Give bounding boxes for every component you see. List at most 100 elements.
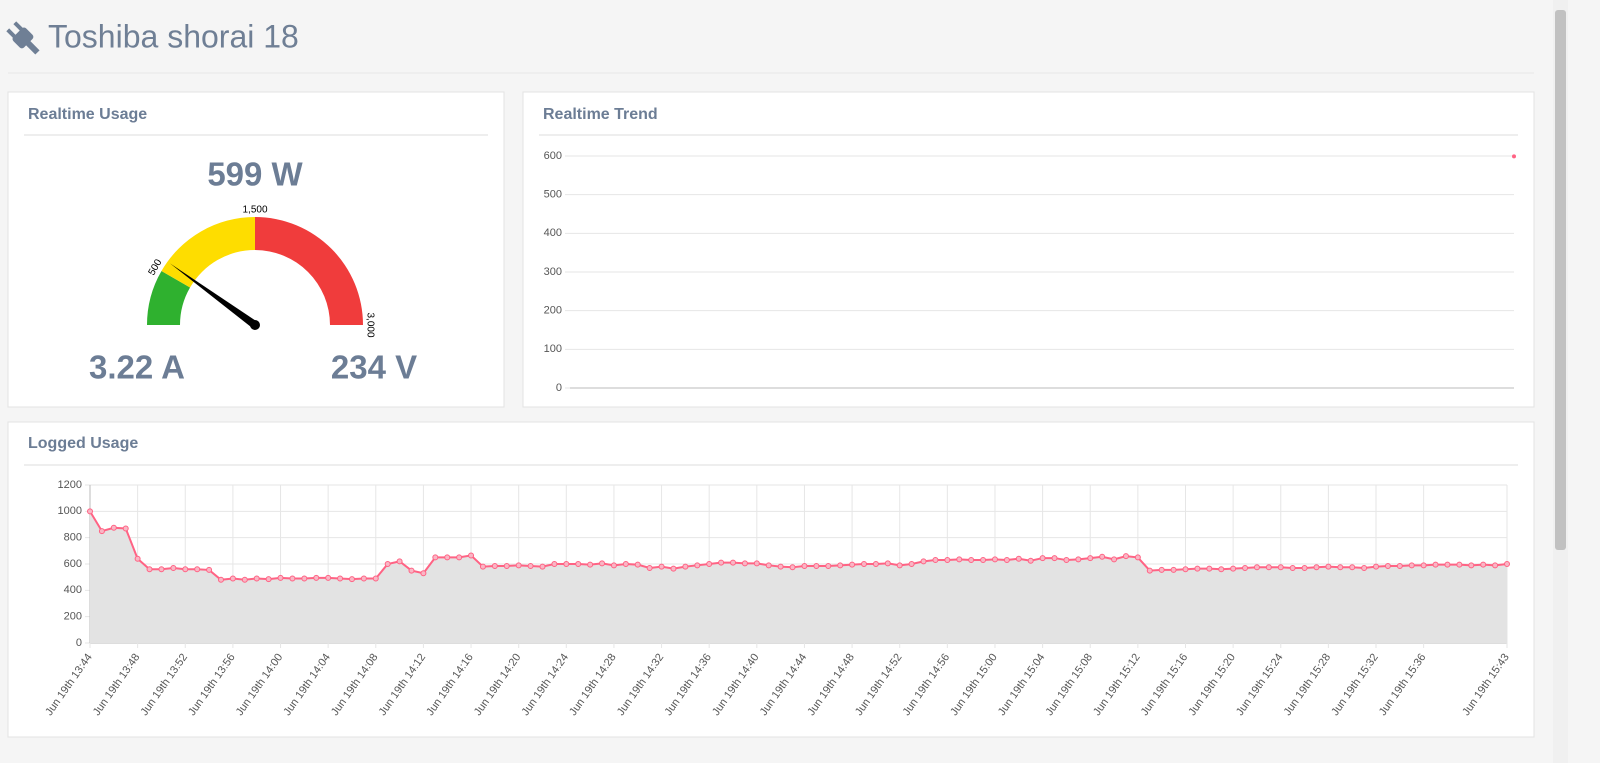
point [1146,567,1153,574]
point [1122,553,1129,560]
panel-title: Realtime Usage [28,106,147,123]
point [920,558,927,565]
point [1182,566,1189,573]
point [1265,564,1272,571]
y-tick-label: 200 [544,305,562,317]
point [1230,565,1237,572]
voltage-reading: 234 V [331,349,417,386]
point [753,560,760,567]
point [98,528,105,535]
y-tick-label: 1000 [58,505,82,517]
point [170,564,177,571]
point [360,575,367,582]
point [87,508,93,515]
point [980,557,987,564]
point [884,560,891,567]
point [122,525,129,532]
panel-title: Realtime Trend [543,106,658,123]
y-tick-label: 200 [64,611,82,623]
point [849,561,856,568]
gauge-tick-label: 1,500 [242,205,267,216]
point [1468,562,1475,569]
point [610,562,617,569]
point [694,562,701,569]
point [1408,562,1415,569]
y-tick-label: 300 [544,266,562,278]
point [372,575,379,582]
point [1003,557,1010,564]
y-tick-label: 400 [64,584,82,596]
point [1242,564,1249,571]
point [479,563,486,570]
point [1027,557,1034,564]
point [158,566,165,573]
y-tick-label: 600 [64,558,82,570]
y-tick-label: 500 [544,189,562,201]
point [1075,556,1082,563]
point [384,561,391,567]
point [348,576,355,583]
y-tick-label: 0 [76,637,82,649]
point [646,564,653,571]
gauge-band [161,217,255,288]
point [1337,564,1344,571]
point [491,562,498,569]
point [337,575,344,582]
point [1420,562,1427,569]
point [599,560,606,567]
point [217,576,224,583]
point [265,576,272,583]
point [1361,564,1368,571]
point [301,575,308,582]
point [765,562,772,569]
point [503,562,510,569]
point [956,556,963,563]
point [1492,562,1499,569]
point [206,566,213,573]
point [456,554,463,561]
point [801,562,808,569]
point [1301,564,1308,571]
point [1444,561,1451,568]
point [146,566,153,573]
point [1253,564,1260,571]
point [1134,554,1141,561]
gauge-band [147,271,191,325]
point [944,557,951,564]
point [718,559,725,566]
point [1111,556,1118,563]
point [991,556,998,563]
point [896,562,903,569]
point [908,561,915,567]
y-tick-label: 100 [544,343,562,355]
point [634,561,641,568]
panel [522,91,1535,408]
point [551,561,558,567]
point [682,563,689,570]
point [1194,565,1201,572]
point [1373,563,1380,570]
point [622,561,629,567]
point [1218,566,1225,573]
gauge-tick-label: 3,000 [364,312,375,337]
point [1289,564,1296,571]
point [1504,561,1510,567]
point [182,566,189,573]
power-reading: 599 W [207,156,303,193]
point [1325,563,1332,570]
point [110,524,117,531]
point [325,574,332,581]
y-tick-label: 400 [544,227,562,239]
gauge-band [255,217,363,325]
area [90,511,1507,643]
point [1063,557,1070,564]
point [872,561,879,567]
y-tick-label: 800 [64,532,82,544]
scrollbar-thumb[interactable] [1555,10,1566,550]
panel-title: Logged Usage [28,435,138,452]
point [194,566,201,573]
point [539,563,546,570]
point [396,558,403,565]
point [670,565,677,572]
